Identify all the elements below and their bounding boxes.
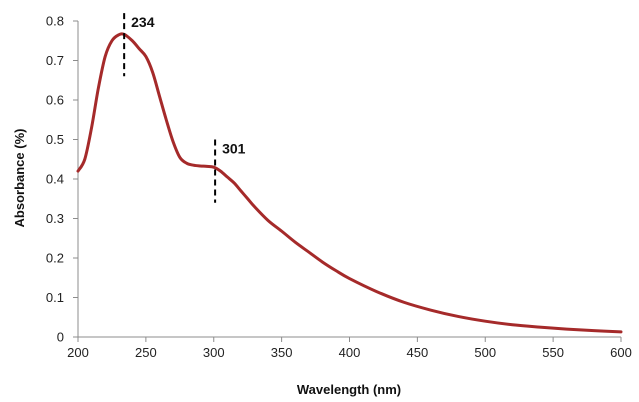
x-tick-label: 200	[67, 345, 89, 360]
y-tick-label: 0.2	[46, 251, 64, 266]
y-tick-label: 0.1	[46, 290, 64, 305]
x-tick-label: 600	[610, 345, 632, 360]
x-tick-label: 400	[339, 345, 361, 360]
peak-label-234: 234	[131, 14, 155, 30]
x-tick-label: 250	[135, 345, 157, 360]
y-tick-label: 0.8	[46, 14, 64, 29]
y-tick-label: 0	[57, 330, 64, 345]
y-tick-label: 0.7	[46, 53, 64, 68]
x-tick-label: 550	[542, 345, 564, 360]
y-tick-label: 0.5	[46, 132, 64, 147]
x-tick-label: 500	[474, 345, 496, 360]
peak-label-301: 301	[222, 141, 246, 157]
y-tick-label: 0.4	[46, 172, 64, 187]
annotations-layer: 234 301	[123, 13, 246, 203]
x-tick-label: 450	[407, 345, 429, 360]
absorbance-series-line	[76, 32, 623, 334]
y-tick-label: 0.6	[46, 93, 64, 108]
tick-marks	[73, 20, 622, 342]
series-layer	[76, 32, 623, 334]
y-axis-title: Absorbance (%)	[12, 129, 27, 228]
tick-labels: 200 250 300 350 400 450 500 550 600 0 0.1 0.2 0.3 0.4…	[46, 14, 632, 361]
x-tick-label: 350	[271, 345, 293, 360]
axes	[77, 21, 621, 338]
y-tick-label: 0.3	[46, 211, 64, 226]
x-axis-title: Wavelength (nm)	[297, 382, 401, 397]
x-tick-label: 300	[203, 345, 225, 360]
